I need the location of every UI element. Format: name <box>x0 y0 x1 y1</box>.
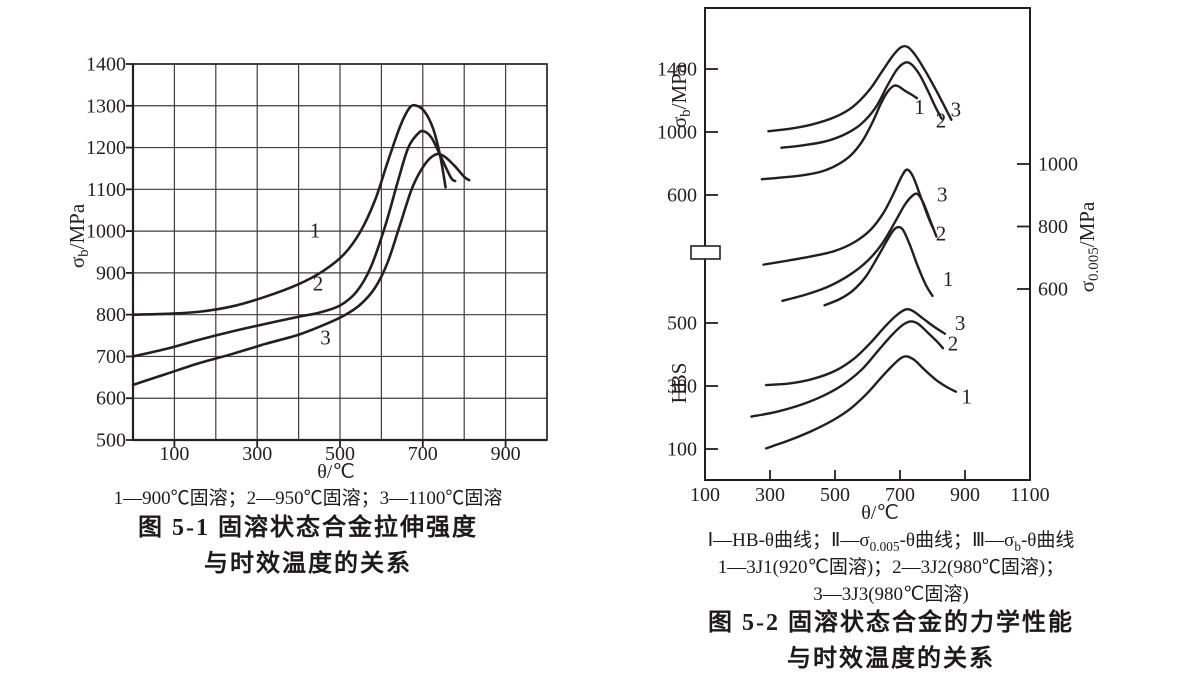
curve-label-I-1: 1 <box>961 384 972 408</box>
curve-III-1 <box>760 84 919 181</box>
curve-label-1: 1 <box>310 218 321 242</box>
text-segment: HBS <box>667 363 691 404</box>
x-tick-label: 700 <box>885 484 915 506</box>
x-tick-label: 500 <box>820 484 850 506</box>
curve-label-II-3: 3 <box>937 183 948 207</box>
subscript-segment: 0.005 <box>869 538 900 554</box>
text-segment: /MPa <box>667 63 691 109</box>
x-tick-label: 900 <box>491 443 521 465</box>
text-segment: Ⅰ—HB-θ曲线；Ⅱ—σ <box>707 530 870 551</box>
figure-5-2-title-line1: 图 5-2 固溶状态合金的力学性能 <box>708 610 1074 636</box>
x-axis-label: θ/℃ <box>317 461 355 483</box>
x-tick-label: 500 <box>325 443 355 465</box>
sigma_b-tick-label: 1400 <box>657 59 697 81</box>
hbs-tick-label: 500 <box>667 313 697 335</box>
curve-2 <box>131 129 457 358</box>
curve-label-I-2: 2 <box>948 332 959 356</box>
sigma-0005-tick-label: 1000 <box>1038 154 1078 176</box>
curve-III-2 <box>780 61 943 149</box>
y-tick-label: 1400 <box>86 54 126 76</box>
curve-label-I-3: 3 <box>955 311 966 335</box>
subscript-segment: b <box>1014 538 1021 554</box>
x-tick-label: 300 <box>755 484 785 506</box>
x-tick-label: 100 <box>690 484 720 506</box>
text-segment: -θ曲线；Ⅲ—σ <box>899 530 1015 551</box>
curve-1 <box>131 103 447 316</box>
text-segment: /MPa <box>1075 201 1099 247</box>
x-tick-label: 1100 <box>1010 484 1049 506</box>
x-tick-label: 300 <box>242 443 272 465</box>
figure-5-1-title-line1: 图 5-1 固溶状态合金拉伸强度 <box>138 515 478 541</box>
text-segment: σ <box>65 257 89 268</box>
curve-label-2: 2 <box>313 271 324 295</box>
text-segment: -θ曲线 <box>1020 530 1075 551</box>
hbs-tick-label: 300 <box>667 376 697 398</box>
curve-I-1 <box>764 355 958 450</box>
figure-5-2-title-line2: 与时效温度的关系 <box>787 646 995 672</box>
curve-label-3: 3 <box>320 326 331 350</box>
figure-5-2-legend-line1: Ⅰ—HB-θ曲线；Ⅱ—σ0.005-θ曲线；Ⅲ—σb-θ曲线 <box>652 529 1130 555</box>
sigma-0005-axis-label: σ0.005​/MPa <box>1075 201 1102 292</box>
sigma-0005-tick-label: 600 <box>1038 279 1068 301</box>
y-tick-label: 1200 <box>86 137 126 159</box>
sigma-0005-tick-label: 800 <box>1038 216 1068 238</box>
hbs-axis-label: HBS <box>667 363 691 404</box>
curve-label-III-2: 2 <box>936 108 947 132</box>
figure-5-2-legend-line3: 3—3J3(980℃固溶) <box>813 584 969 605</box>
curve-3 <box>131 152 471 387</box>
text-segment: σ <box>667 117 691 128</box>
y-tick-label: 1100 <box>87 179 126 201</box>
y-tick-label: 1000 <box>86 221 126 243</box>
y-tick-label: 900 <box>96 262 126 284</box>
curve-II-1 <box>823 225 934 307</box>
sigma_b-tick-label: 1000 <box>657 122 697 144</box>
sigma-b-axis-label: σb​/MPa <box>667 63 694 128</box>
y-tick-label: 800 <box>96 304 126 326</box>
curve-label-III-3: 3 <box>951 97 962 121</box>
curve-label-II-2: 2 <box>936 222 947 246</box>
y-tick-label: 600 <box>96 388 126 410</box>
sigma_b-tick-label: 600 <box>667 185 697 207</box>
curve-label-II-1: 1 <box>943 267 954 291</box>
curve-I-3 <box>764 308 947 387</box>
y-tick-label: 500 <box>96 430 126 452</box>
y-tick-label: 1300 <box>86 95 126 117</box>
curve-II-3 <box>762 168 934 266</box>
subscript-segment: 0.005 <box>1086 247 1102 281</box>
curve-label-III-1: 1 <box>914 95 925 119</box>
subscript-segment: b <box>76 249 92 257</box>
y-axis-label: σb​/MPa <box>65 203 92 268</box>
x-tick-label: 900 <box>950 484 980 506</box>
text-segment: /MPa <box>65 203 89 249</box>
figure-5-1-legend: 1—900℃固溶；2—950℃固溶；3—1100℃固溶 <box>113 488 503 509</box>
plot-frame <box>704 7 1031 481</box>
figure-5-1-title-line2: 与时效温度的关系 <box>204 551 412 577</box>
curve-I-2 <box>750 320 945 418</box>
x-tick-label: 100 <box>159 443 189 465</box>
subscript-segment: b <box>678 109 694 117</box>
text-segment: σ <box>1075 281 1099 292</box>
x-tick-label: 700 <box>408 443 438 465</box>
x-axis-label: θ/℃ <box>861 502 899 524</box>
y-tick-label: 700 <box>96 346 126 368</box>
figure-5-2-legend-line2: 1—3J1(920℃固溶)；2—3J2(980℃固溶)； <box>717 557 1065 578</box>
axis-break-marker <box>690 245 721 260</box>
curve-III-3 <box>767 44 953 133</box>
hbs-tick-label: 100 <box>667 439 697 461</box>
